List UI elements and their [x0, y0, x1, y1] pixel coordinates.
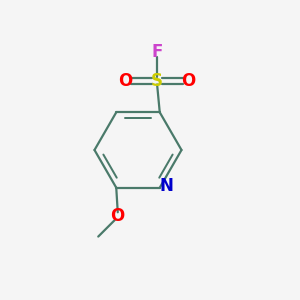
Text: O: O: [111, 207, 125, 225]
Text: N: N: [159, 177, 173, 195]
Text: O: O: [181, 72, 195, 90]
Text: O: O: [118, 72, 132, 90]
Text: S: S: [151, 72, 163, 90]
Text: F: F: [151, 43, 162, 61]
